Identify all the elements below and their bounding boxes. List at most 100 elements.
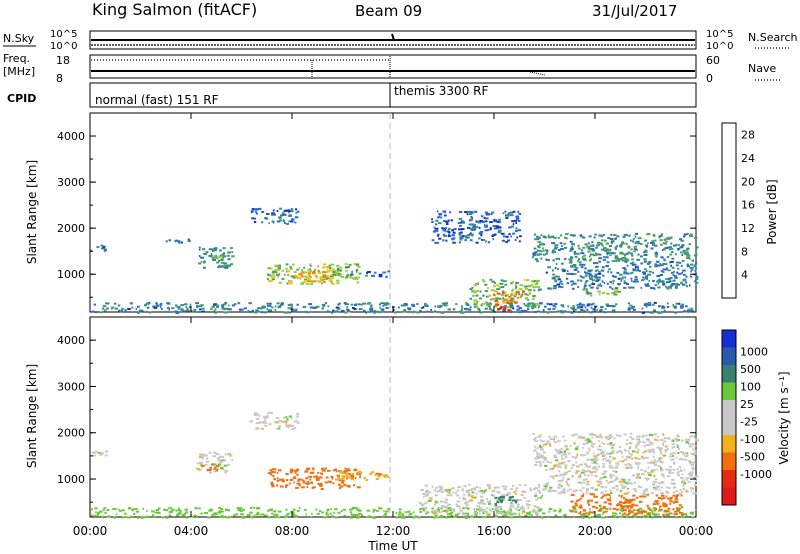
vel-cell: [518, 499, 522, 502]
vel-cell: [668, 472, 672, 475]
vel-cell: [461, 488, 464, 491]
vel-cell: [246, 514, 251, 517]
vel-cell: [679, 468, 682, 471]
power-cell: [268, 302, 272, 305]
power-cell: [392, 309, 395, 311]
vel-cell: [652, 480, 656, 483]
power-cell: [100, 244, 104, 247]
vel-cell: [686, 454, 689, 457]
power-cell: [251, 217, 255, 220]
vel-cell: [420, 489, 424, 491]
vel-cell: [445, 516, 447, 519]
vel-cell: [637, 448, 640, 451]
vel-cell: [298, 484, 301, 487]
power-cell: [637, 267, 640, 270]
vel-cell: [587, 452, 590, 455]
vel-cell: [549, 461, 552, 464]
vel-cell: [211, 463, 214, 466]
vel-cell: [568, 488, 572, 491]
vel-cell: [357, 471, 360, 474]
velocity-colorbar-swatch: [722, 417, 736, 436]
power-cell: [276, 269, 281, 272]
power-cell: [515, 281, 519, 284]
power-cell: [651, 311, 654, 314]
power-cell: [261, 306, 265, 309]
power-cell: [585, 280, 587, 283]
vel-cell: [359, 476, 361, 479]
vel-cell: [585, 514, 589, 517]
vel-cell: [683, 483, 687, 486]
vel-cell: [647, 472, 651, 475]
vel-cell: [593, 457, 596, 460]
vel-cell: [686, 452, 689, 455]
vel-cell: [293, 469, 296, 472]
nsearch-tick-bottom: 10^0: [706, 41, 733, 52]
power-cell: [411, 304, 416, 307]
power-cell: [670, 260, 674, 263]
power-cell: [669, 253, 673, 256]
vel-cell: [631, 474, 636, 477]
vel-cell: [303, 480, 306, 483]
vel-cell: [443, 506, 447, 509]
power-cell: [537, 279, 540, 282]
power-cell: [694, 269, 697, 272]
vel-cell: [372, 516, 377, 519]
vel-cell: [664, 510, 668, 513]
cpid-segment-2: themis 3300 RF: [394, 84, 488, 98]
vel-cell: [610, 480, 614, 483]
power-cell: [212, 258, 216, 261]
vel-cell: [92, 454, 96, 457]
power-cell: [595, 253, 600, 256]
velocity-colorbar-tick: -500: [740, 451, 765, 464]
vel-cell: [592, 452, 595, 455]
vel-cell: [117, 508, 120, 511]
velocity-colorbar-swatch: [722, 400, 736, 418]
vel-cell: [418, 501, 422, 504]
vel-cell: [553, 490, 557, 492]
power-cell: [652, 279, 655, 282]
vel-cell: [688, 474, 693, 477]
vel-cell: [659, 459, 662, 462]
vel-cell: [510, 504, 514, 507]
power-cell: [430, 309, 433, 311]
power-cell: [251, 208, 255, 211]
vel-cell: [676, 444, 679, 447]
vel-cell: [591, 461, 595, 464]
power-cell: [231, 251, 234, 254]
power-cell: [598, 234, 603, 237]
vel-cell: [671, 446, 674, 449]
power-cell: [617, 282, 621, 285]
vel-cell: [95, 450, 99, 453]
power-cell: [674, 276, 678, 279]
power-cell: [490, 213, 493, 216]
power-cell: [634, 245, 637, 248]
power-cell: [577, 305, 581, 308]
power-cell: [502, 301, 507, 304]
power-cell: [201, 307, 205, 310]
vel-cell: [213, 467, 217, 470]
vel-cell: [581, 454, 584, 457]
vel-cell: [420, 504, 424, 507]
power-cell: [436, 210, 439, 213]
vel-cell: [184, 508, 189, 511]
power-cell: [508, 233, 511, 236]
vel-cell: [481, 502, 486, 505]
vel-cell: [641, 512, 644, 515]
vel-cell: [146, 509, 148, 512]
vel-cell: [502, 511, 505, 514]
power-cell: [510, 235, 513, 238]
power-cell: [256, 208, 259, 211]
vel-cell: [127, 516, 131, 519]
power-cell: [630, 248, 633, 251]
power-cell: [598, 257, 602, 260]
vel-cell: [574, 472, 578, 475]
power-cell: [353, 263, 356, 266]
power-cell: [665, 278, 669, 281]
vel-cell: [664, 445, 668, 448]
vel-cell: [249, 507, 253, 509]
vel-cell: [446, 513, 451, 516]
power-cell: [579, 275, 582, 278]
vel-cell: [680, 470, 683, 472]
power-cell: [683, 233, 688, 236]
vel-cell: [486, 500, 491, 503]
